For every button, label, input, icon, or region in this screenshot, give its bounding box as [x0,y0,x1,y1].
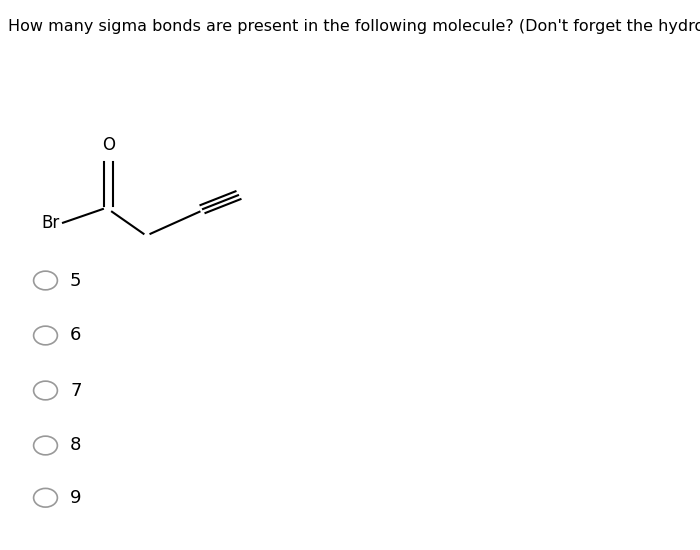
Text: How many sigma bonds are present in the following molecule? (Don't forget the hy: How many sigma bonds are present in the … [8,19,700,34]
Text: 9: 9 [70,489,81,507]
Text: 7: 7 [70,382,81,399]
Text: O: O [102,136,115,154]
Text: 8: 8 [70,437,81,454]
Text: 6: 6 [70,327,81,344]
Text: 5: 5 [70,272,81,289]
Text: Br: Br [41,214,60,232]
